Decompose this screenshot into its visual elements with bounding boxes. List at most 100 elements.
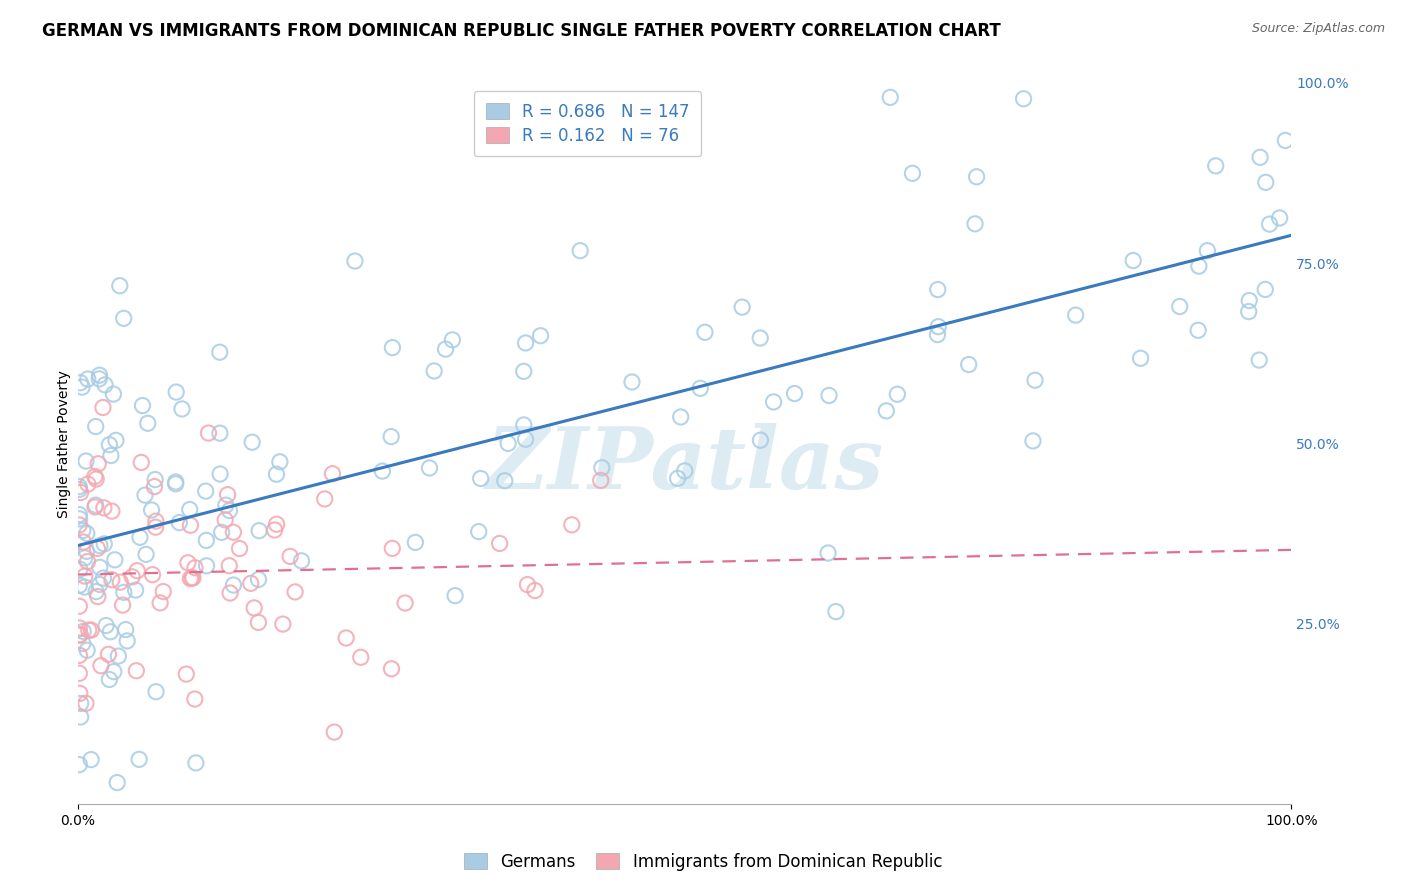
Point: [101, 573, 124, 587]
Point: [93, 500, 115, 515]
Point: [128, 752, 150, 766]
Point: [271, 617, 294, 632]
Point: [98, 673, 121, 687]
Point: [89, 539, 111, 553]
Point: [73, 580, 96, 594]
Point: [112, 311, 135, 326]
Point: [104, 553, 127, 567]
Point: [73, 550, 96, 565]
Point: [927, 319, 949, 334]
Point: [165, 476, 187, 491]
Point: [222, 578, 245, 592]
Point: [143, 473, 166, 487]
Point: [434, 342, 457, 356]
Point: [689, 381, 711, 395]
Point: [1022, 434, 1045, 448]
Point: [76, 372, 98, 386]
Point: [266, 517, 288, 532]
Point: [83, 469, 105, 483]
Point: [73, 569, 96, 583]
Point: [110, 575, 132, 590]
Point: [136, 417, 159, 431]
Point: [247, 524, 270, 538]
Point: [620, 375, 643, 389]
Point: [208, 426, 231, 441]
Point: [69, 627, 91, 641]
Point: [266, 467, 288, 482]
Point: [496, 436, 519, 450]
Point: [67, 483, 90, 497]
Point: [194, 484, 217, 499]
Point: [731, 300, 754, 314]
Point: [927, 327, 949, 342]
Point: [70, 380, 93, 394]
Point: [69, 697, 91, 711]
Point: [80, 753, 103, 767]
Point: [673, 464, 696, 478]
Point: [228, 541, 250, 556]
Point: [93, 537, 115, 551]
Point: [516, 577, 538, 591]
Point: [84, 584, 107, 599]
Point: [966, 169, 988, 184]
Point: [69, 710, 91, 724]
Point: [67, 480, 90, 494]
Point: [218, 558, 240, 573]
Legend: Germans, Immigrants from Dominican Republic: Germans, Immigrants from Dominican Repub…: [456, 845, 950, 880]
Point: [218, 503, 240, 517]
Point: [67, 578, 90, 592]
Point: [67, 518, 90, 533]
Point: [1064, 308, 1087, 322]
Point: [129, 455, 152, 469]
Point: [149, 596, 172, 610]
Point: [89, 372, 111, 386]
Point: [381, 341, 404, 355]
Point: [67, 628, 90, 642]
Point: [1254, 175, 1277, 189]
Point: [901, 166, 924, 180]
Point: [91, 401, 114, 415]
Point: [1249, 353, 1271, 368]
Point: [135, 548, 157, 562]
Point: [179, 518, 201, 533]
Point: [90, 658, 112, 673]
Point: [184, 692, 207, 706]
Point: [879, 90, 901, 104]
Point: [170, 401, 193, 416]
Point: [124, 583, 146, 598]
Point: [107, 649, 129, 664]
Point: [1268, 211, 1291, 225]
Point: [76, 526, 98, 541]
Point: [957, 358, 980, 372]
Point: [87, 590, 110, 604]
Point: [89, 368, 111, 383]
Point: [72, 524, 94, 538]
Point: [179, 502, 201, 516]
Point: [84, 498, 107, 512]
Point: [69, 562, 91, 576]
Point: [180, 571, 202, 585]
Point: [77, 477, 100, 491]
Point: [69, 512, 91, 526]
Point: [762, 395, 785, 409]
Point: [1012, 92, 1035, 106]
Point: [263, 523, 285, 537]
Point: [247, 573, 270, 587]
Point: [69, 686, 91, 700]
Point: [240, 435, 263, 450]
Point: [208, 345, 231, 359]
Point: [76, 544, 98, 558]
Point: [84, 419, 107, 434]
Point: [87, 457, 110, 471]
Point: [284, 585, 307, 599]
Point: [145, 514, 167, 528]
Point: [1237, 304, 1260, 318]
Point: [1122, 253, 1144, 268]
Point: [1237, 293, 1260, 308]
Point: [1168, 300, 1191, 314]
Point: [100, 449, 122, 463]
Point: [323, 725, 346, 739]
Point: [77, 623, 100, 637]
Point: [72, 624, 94, 639]
Point: [963, 217, 986, 231]
